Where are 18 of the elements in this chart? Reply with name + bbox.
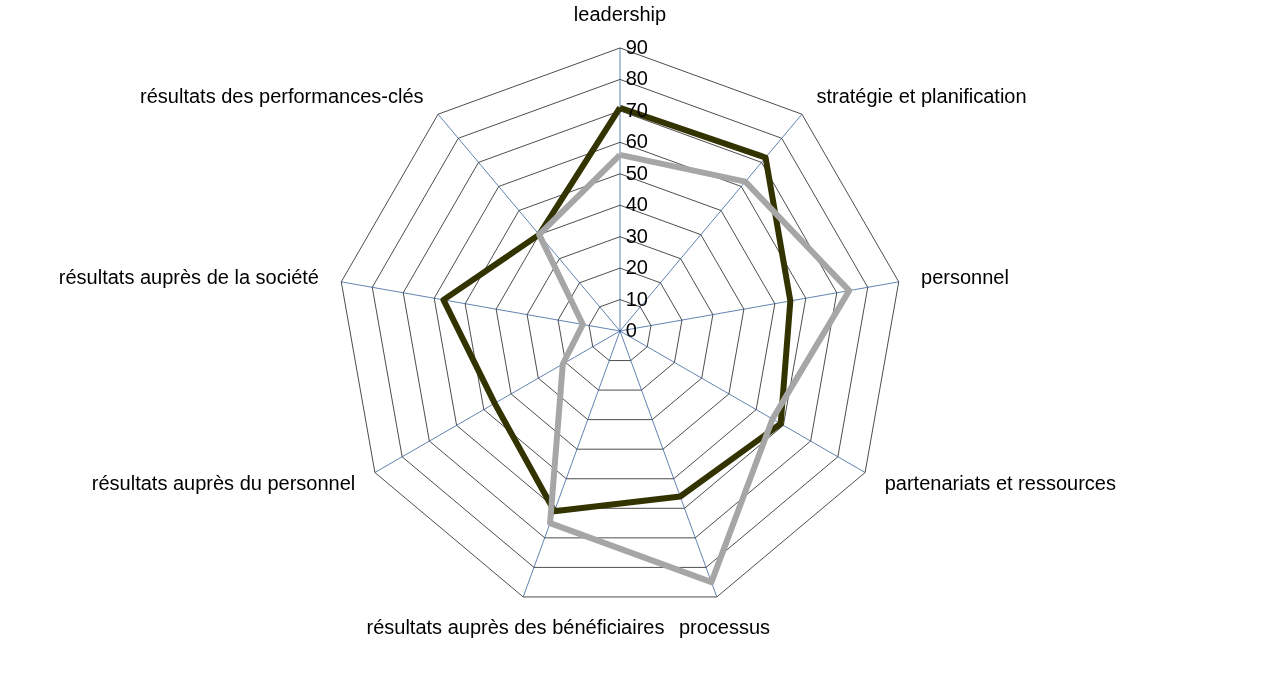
y-tick-label: 10 [625,287,648,310]
y-tick-label: 0 [625,319,637,341]
y-tick-label: 90 [625,35,648,58]
y-tick-label: 50 [625,161,648,184]
y-tick-label: 20 [625,256,648,279]
spoke-label: stratégie et planification [816,84,1027,107]
y-tick-label: 80 [625,67,648,90]
spoke-label: résultats auprès de la société [58,265,319,288]
spoke-label: partenariats et ressources [884,471,1116,494]
spoke-label: résultats auprès des bénéficiaires [366,616,665,639]
spoke-label: résultats auprès du personnel [91,471,356,494]
y-tick-label: 40 [625,193,648,216]
y-tick-label: 30 [625,224,648,247]
y-tick-label: 60 [625,130,648,153]
spoke-label: personnel [921,265,1009,288]
spoke-label: processus [678,616,771,639]
spoke-label: leadership [573,3,667,26]
spoke-label: résultats des performances-clés [140,84,424,107]
